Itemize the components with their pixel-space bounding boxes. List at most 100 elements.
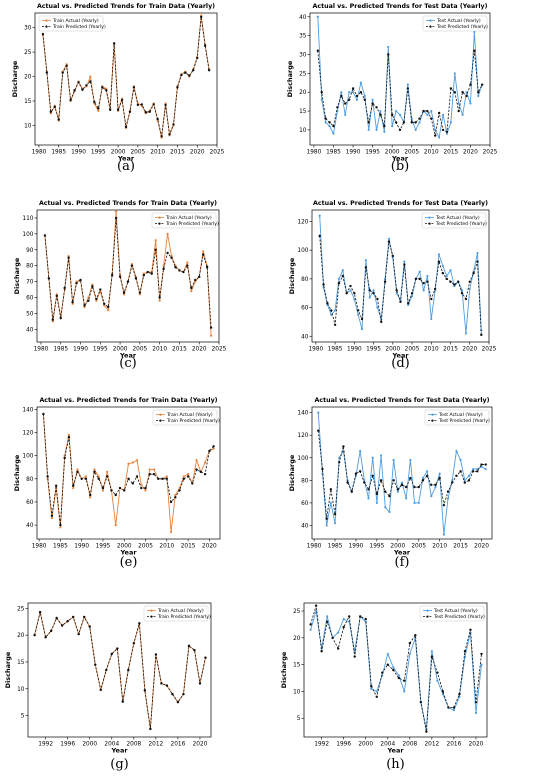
x-tick-label: 2000	[113, 347, 128, 353]
data-point	[198, 275, 201, 278]
data-point	[421, 476, 425, 480]
y-tick-label: 80	[301, 478, 309, 484]
data-point	[434, 486, 437, 489]
data-point	[188, 74, 191, 77]
data-point	[402, 121, 406, 124]
chart-panel: 1992 1996 2000 2004 2008 2012 2016 2020 5 10 15 20 2…	[4, 602, 212, 772]
data-point	[371, 456, 374, 459]
data-point	[414, 128, 417, 132]
data-point	[324, 117, 327, 120]
panel-label: (f)	[395, 555, 410, 570]
data-point	[375, 501, 378, 504]
data-point	[38, 610, 42, 614]
x-tick-label: 1990	[349, 544, 364, 550]
data-point	[347, 98, 351, 101]
x-tick-label: 2004	[104, 742, 119, 748]
data-point	[384, 490, 387, 493]
data-point	[160, 135, 163, 138]
data-point	[455, 474, 458, 478]
x-tick-label: 1980	[307, 150, 322, 156]
data-point	[376, 306, 379, 309]
data-point	[115, 210, 118, 213]
data-point	[421, 479, 425, 482]
x-tick-label: 2025	[212, 347, 227, 353]
series-line	[34, 612, 206, 730]
data-point	[408, 652, 411, 656]
data-point	[449, 280, 452, 283]
data-point	[375, 128, 378, 132]
data-point	[85, 84, 88, 87]
data-point	[452, 706, 456, 709]
data-point	[144, 486, 147, 490]
x-tick-label: 1995	[91, 150, 106, 156]
data-point	[342, 445, 345, 448]
data-point	[73, 89, 76, 92]
data-point	[140, 486, 143, 490]
data-point	[368, 296, 371, 299]
data-point	[42, 412, 45, 416]
data-point	[97, 107, 100, 110]
chart-title: Actual vs. Predicted Trends for Train Da…	[39, 200, 217, 207]
data-point	[107, 305, 110, 309]
data-point	[379, 113, 382, 117]
data-point	[457, 109, 460, 113]
chart-title: Actual vs. Predicted Trends for Test Dat…	[313, 200, 488, 207]
data-point	[408, 642, 412, 645]
data-point	[63, 456, 66, 460]
x-tick-label: 2025	[210, 150, 225, 156]
y-tick-label: 60	[26, 295, 34, 301]
data-point	[127, 477, 130, 480]
y-tick-label: 90	[26, 248, 34, 254]
legend-entry: Train Predicted (Yearly)	[166, 418, 220, 424]
data-point	[364, 266, 368, 269]
data-point	[464, 332, 468, 335]
data-point	[430, 650, 433, 653]
data-point	[71, 301, 74, 304]
data-point	[403, 263, 406, 266]
data-point	[351, 87, 355, 90]
data-point	[390, 113, 394, 117]
data-point	[413, 501, 416, 504]
data-point	[174, 266, 177, 269]
data-point	[122, 291, 126, 294]
series-line	[44, 211, 212, 336]
data-point	[480, 83, 484, 86]
x-tick-label: 1990	[71, 150, 86, 156]
legend-entry: Train Actual (Yearly)	[165, 215, 212, 221]
data-point	[136, 103, 140, 107]
y-tick-label: 20	[293, 636, 301, 642]
x-tick-label: 1995	[370, 544, 385, 550]
legend-entry: Test Predicted (Yearly)	[438, 418, 490, 424]
x-tick-label: 2010	[150, 150, 165, 156]
data-point	[473, 30, 476, 33]
data-point	[324, 121, 327, 124]
data-point	[477, 94, 480, 98]
data-point	[127, 462, 130, 465]
data-point	[140, 483, 143, 486]
data-point	[160, 682, 163, 685]
data-point	[182, 270, 185, 274]
data-point	[363, 479, 366, 482]
data-point	[93, 470, 96, 474]
data-point	[106, 470, 109, 473]
x-tick-label: 2015	[453, 544, 468, 550]
series-line	[319, 235, 482, 335]
data-point	[472, 467, 475, 471]
x-tick-label: 2020	[202, 544, 217, 550]
x-tick-label: 1985	[51, 150, 66, 156]
data-point	[75, 281, 78, 285]
data-point	[480, 663, 483, 666]
y-tick-label: 120	[22, 430, 33, 436]
data-point	[445, 132, 449, 135]
data-point	[392, 458, 395, 462]
plot-frame	[303, 602, 488, 738]
y-tick-label: 20	[24, 75, 32, 81]
y-axis-label: Discharge	[13, 257, 21, 294]
data-point	[337, 281, 341, 285]
data-point	[441, 271, 445, 275]
data-point	[437, 253, 441, 256]
data-point	[178, 489, 181, 492]
data-point	[320, 98, 323, 101]
legend-entry: Train Predicted (Yearly)	[52, 24, 106, 30]
